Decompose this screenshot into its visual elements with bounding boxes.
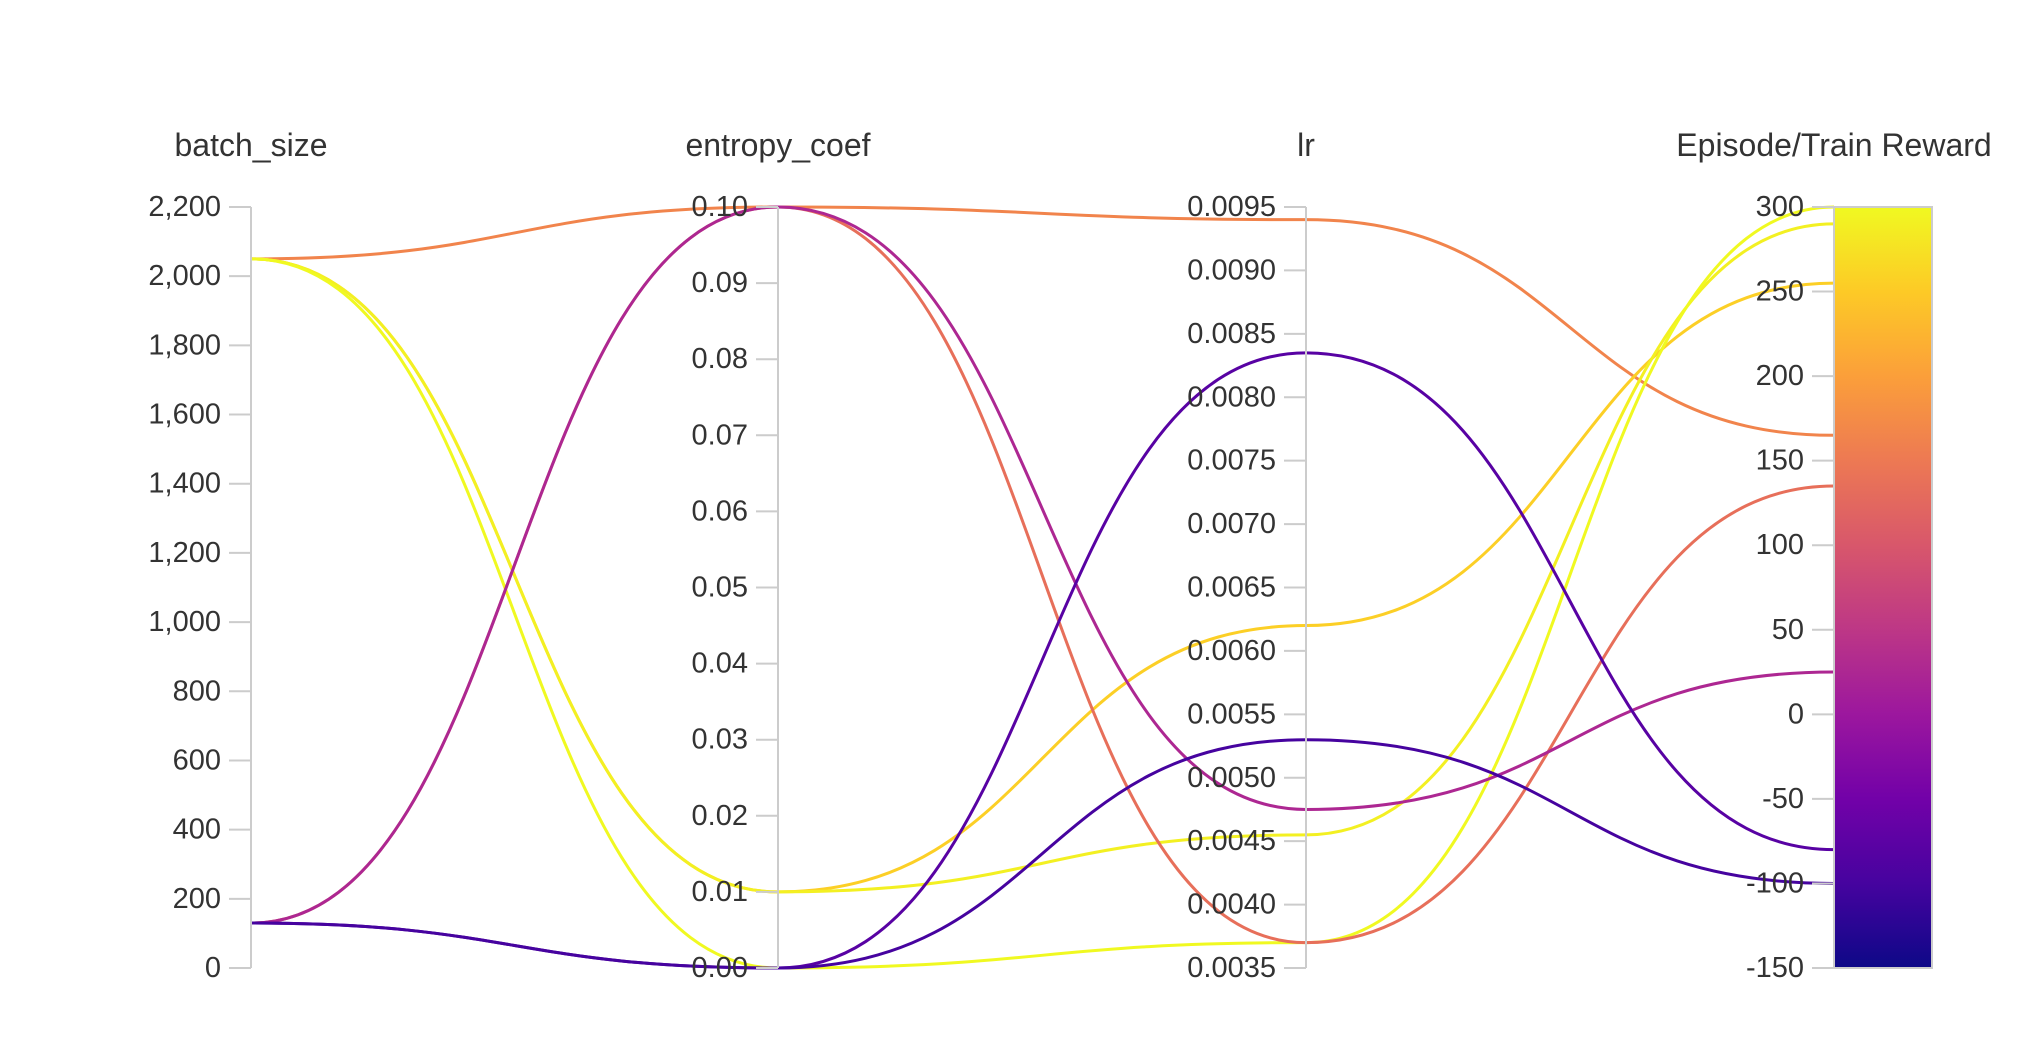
tick-label: 0.00 <box>692 952 748 984</box>
tick-label: 100 <box>1756 529 1804 561</box>
axis-episode-train-reward[interactable]: -150 -100 -50 0 50 100 150 200 250 300 Episode/Tra… <box>1676 127 1991 984</box>
tick-label: 0.0060 <box>1187 635 1276 667</box>
tick-label: 0.07 <box>692 419 748 451</box>
tick-label: 0.0075 <box>1187 445 1276 477</box>
tick-label: 2,200 <box>148 191 221 223</box>
series-lines <box>250 205 1835 970</box>
tick-label: 0.10 <box>692 191 748 223</box>
tick-label: 0.08 <box>692 343 748 375</box>
tick-label: 0.0050 <box>1187 762 1276 794</box>
tick-label: 1,000 <box>148 606 221 638</box>
axis-entropy-coef[interactable]: 0.00 0.01 0.02 0.03 0.04 0.05 0.06 0.07 0.08 0.09… <box>685 127 870 984</box>
tick-label: 0.02 <box>692 800 748 832</box>
tick-label: -150 <box>1746 952 1804 984</box>
tick-label: 0.05 <box>692 572 748 604</box>
axis-title: Episode/Train Reward <box>1676 127 1991 163</box>
tick-label: 0 <box>1788 698 1804 730</box>
series-line-3 <box>250 222 1835 894</box>
axes: 0 200 400 600 800 1,000 1,200 1,400 1,600 1,800 2,… <box>148 127 1991 984</box>
tick-label: 300 <box>1756 191 1804 223</box>
tick-label: 0.0070 <box>1187 508 1276 540</box>
series-line-8 <box>250 738 1835 970</box>
tick-label: 0.0045 <box>1187 825 1276 857</box>
tick-label: 1,200 <box>148 537 221 569</box>
series-line-5 <box>250 205 1835 945</box>
tick-label: 200 <box>173 883 221 915</box>
axis-batch-size[interactable]: 0 200 400 600 800 1,000 1,200 1,400 1,600 1,800 2,… <box>148 127 327 984</box>
tick-label: 0.0085 <box>1187 318 1276 350</box>
tick-label: 0.0035 <box>1187 952 1276 984</box>
tick-label: -100 <box>1746 867 1804 899</box>
series-line-1 <box>250 205 1835 437</box>
axis-title: entropy_coef <box>685 127 870 163</box>
tick-label: 250 <box>1756 276 1804 308</box>
tick-label: 200 <box>1756 360 1804 392</box>
tick-label: 50 <box>1772 614 1804 646</box>
tick-label: 1,400 <box>148 468 221 500</box>
tick-label: 0 <box>205 952 221 984</box>
tick-label: 0.0080 <box>1187 381 1276 413</box>
series-line-6 <box>250 205 1835 925</box>
series-line-4 <box>250 205 1835 970</box>
axis-title: batch_size <box>175 127 328 163</box>
tick-label: 0.0040 <box>1187 889 1276 921</box>
tick-label: 0.01 <box>692 876 748 908</box>
tick-label: 0.06 <box>692 495 748 527</box>
tick-label: 1,800 <box>148 329 221 361</box>
tick-label: 0.03 <box>692 724 748 756</box>
tick-label: 1,600 <box>148 399 221 431</box>
series-line-7 <box>250 351 1835 970</box>
tick-label: -50 <box>1762 783 1804 815</box>
tick-label: 400 <box>173 814 221 846</box>
tick-label: 600 <box>173 744 221 776</box>
tick-label: 0.0065 <box>1187 572 1276 604</box>
axis-title: lr <box>1297 127 1315 163</box>
colorbar <box>1833 206 1933 969</box>
axis-lr[interactable]: 0.0035 0.0040 0.0045 0.0050 0.0055 0.0060 0.00… <box>1187 127 1315 984</box>
tick-label: 0.0090 <box>1187 254 1276 286</box>
tick-label: 0.04 <box>692 648 748 680</box>
tick-label: 150 <box>1756 445 1804 477</box>
tick-label: 0.09 <box>692 267 748 299</box>
tick-label: 800 <box>173 675 221 707</box>
tick-label: 2,000 <box>148 260 221 292</box>
tick-label: 0.0055 <box>1187 698 1276 730</box>
tick-label: 0.0095 <box>1187 191 1276 223</box>
